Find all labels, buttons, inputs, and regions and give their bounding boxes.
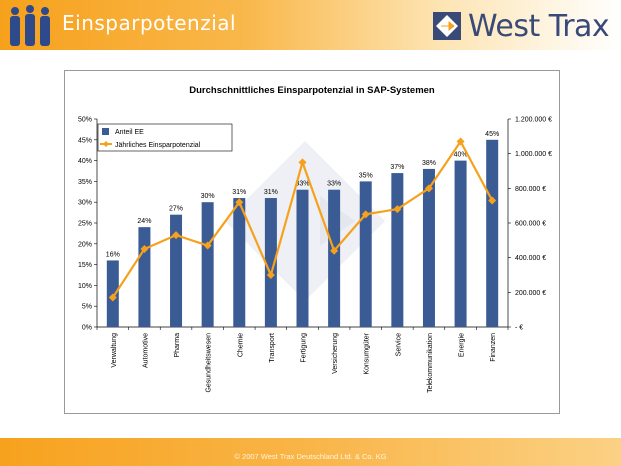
x-tick-label: Energie — [459, 333, 466, 357]
right-tick-label: 400.000 € — [515, 255, 546, 262]
left-tick-label: 20% — [78, 241, 92, 248]
left-tick-label: 45% — [78, 137, 92, 144]
left-tick-label: 25% — [78, 221, 92, 228]
left-tick-label: 10% — [78, 283, 92, 290]
legend-label-bar: Anteil EE — [115, 129, 144, 136]
left-tick-label: 35% — [78, 179, 92, 186]
bar-data-label: 38% — [422, 160, 436, 167]
company-logo: West Trax — [432, 8, 610, 44]
x-tick-label: Versicherung — [332, 333, 339, 374]
right-tick-label: 200.000 € — [515, 290, 546, 297]
line-point — [266, 271, 275, 279]
bar — [328, 189, 341, 327]
x-tick-label: Telekommunikation — [427, 333, 434, 393]
line-point — [172, 231, 181, 240]
right-tick-label: 1.000.000 € — [515, 151, 552, 158]
x-tick-label: Automotive — [142, 333, 149, 368]
arrow-diamond-icon — [433, 12, 461, 40]
x-tick-label: Fertigung — [301, 333, 308, 363]
bar-data-label: 27% — [169, 206, 183, 213]
bar — [486, 139, 499, 327]
bar-data-label: 35% — [359, 172, 373, 179]
chart-legend: Anteil EE Jährliches Einsparpotenzial — [97, 123, 233, 152]
left-tick-label: 50% — [78, 117, 92, 124]
x-tick-label: Chemie — [237, 333, 244, 357]
chart: Durchschnittliches Einsparpotenzial in S… — [78, 85, 552, 393]
line-point — [203, 241, 212, 250]
bar — [296, 189, 309, 327]
legend-label-line: Jährliches Einsparpotenzial — [115, 142, 201, 149]
bar-data-label: 16% — [106, 251, 120, 258]
slide-footer — [0, 438, 621, 466]
bar — [422, 168, 435, 327]
bar-data-label: 33% — [327, 181, 341, 188]
footer-copyright: © 2007 West Trax Deutschland Ltd. & Co. … — [234, 452, 387, 461]
left-tick-label: 30% — [78, 200, 92, 207]
x-tick-label: Gesundheitswesen — [206, 333, 213, 393]
x-tick-label: Finanzen — [490, 333, 497, 362]
line-point — [488, 196, 497, 205]
bar-data-label: 31% — [232, 189, 246, 196]
bar — [201, 202, 214, 327]
line-point — [298, 158, 307, 167]
logo-text: West Trax — [468, 8, 610, 44]
line-point — [235, 198, 244, 207]
left-tick-label: 5% — [82, 304, 92, 311]
left-tick-label: 0% — [82, 325, 92, 332]
line-point — [330, 246, 339, 255]
bar-data-label: 24% — [137, 218, 151, 225]
bar — [170, 214, 183, 327]
line-point — [424, 184, 433, 193]
bar-data-label: 45% — [485, 131, 499, 138]
bar-data-label: 33% — [295, 181, 309, 188]
bar-data-label: 31% — [264, 189, 278, 196]
x-tick-label: Pharma — [174, 333, 181, 358]
left-tick-label: 15% — [78, 262, 92, 269]
chart-title: Durchschnittliches Einsparpotenzial in S… — [189, 85, 435, 96]
right-tick-label: - € — [515, 325, 523, 332]
line-point — [140, 245, 149, 253]
x-tick-label: Konsumgüter — [364, 332, 371, 374]
bar — [138, 227, 151, 327]
bar — [233, 198, 246, 327]
bar — [454, 160, 467, 327]
bar-data-label: 40% — [454, 152, 468, 159]
chart-frame: Durchschnittliches Einsparpotenzial in S… — [64, 70, 560, 414]
line-point — [108, 293, 117, 302]
legend-swatch-bar — [102, 128, 109, 135]
slide-title: Einsparpotenzial — [62, 11, 237, 35]
x-tick-label: Verwaltung — [111, 333, 118, 368]
line-point — [393, 205, 402, 214]
right-tick-label: 800.000 € — [515, 186, 546, 193]
bar — [264, 198, 277, 327]
line-point — [361, 210, 370, 219]
bar — [391, 173, 404, 327]
line-point — [456, 137, 465, 146]
bar — [359, 181, 372, 327]
right-tick-label: 600.000 € — [515, 221, 546, 228]
people-silhouettes-icon — [10, 5, 50, 46]
bar-data-label: 30% — [201, 193, 215, 200]
x-tick-label: Service — [395, 333, 402, 356]
left-tick-label: 40% — [78, 158, 92, 165]
legend-marker-line — [103, 141, 109, 147]
right-tick-label: 1.200.000 € — [515, 117, 552, 124]
bar-data-label: 37% — [390, 164, 404, 171]
x-tick-label: Transport — [269, 333, 276, 363]
slide-header: Einsparpotenzial West Trax — [0, 0, 621, 50]
